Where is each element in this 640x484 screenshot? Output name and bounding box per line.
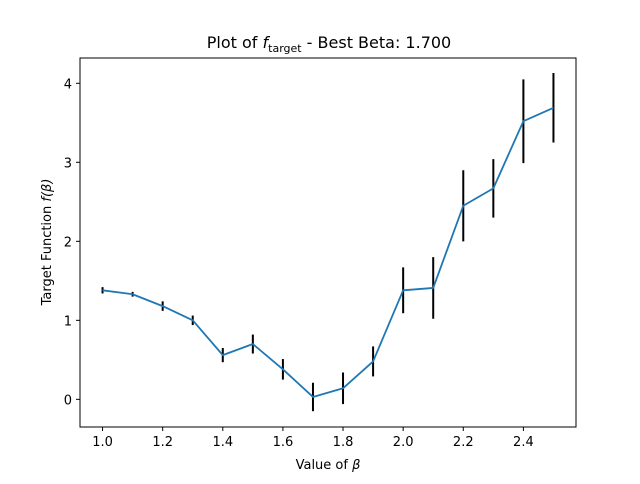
y-axis-label: Target Function f(β)	[40, 179, 55, 307]
x-tick-label: 1.8	[333, 435, 354, 450]
y-tick-label: 0	[64, 393, 72, 408]
y-tick-label: 2	[64, 235, 72, 250]
x-tick-label: 1.2	[152, 435, 173, 450]
y-tick-label: 4	[64, 77, 72, 92]
y-tick-label: 1	[64, 314, 72, 329]
chart-title: Plot of ftarget - Best Beta: 1.700	[207, 33, 451, 55]
x-tick-label: 2.0	[393, 435, 414, 450]
x-tick-label: 1.4	[212, 435, 233, 450]
x-tick-label: 2.2	[453, 435, 474, 450]
x-axis-label: Value of β	[296, 458, 361, 473]
x-tick-label: 2.4	[513, 435, 534, 450]
x-tick-label: 1.0	[92, 435, 113, 450]
x-tick-label: 1.6	[273, 435, 294, 450]
y-tick-label: 3	[64, 156, 72, 171]
